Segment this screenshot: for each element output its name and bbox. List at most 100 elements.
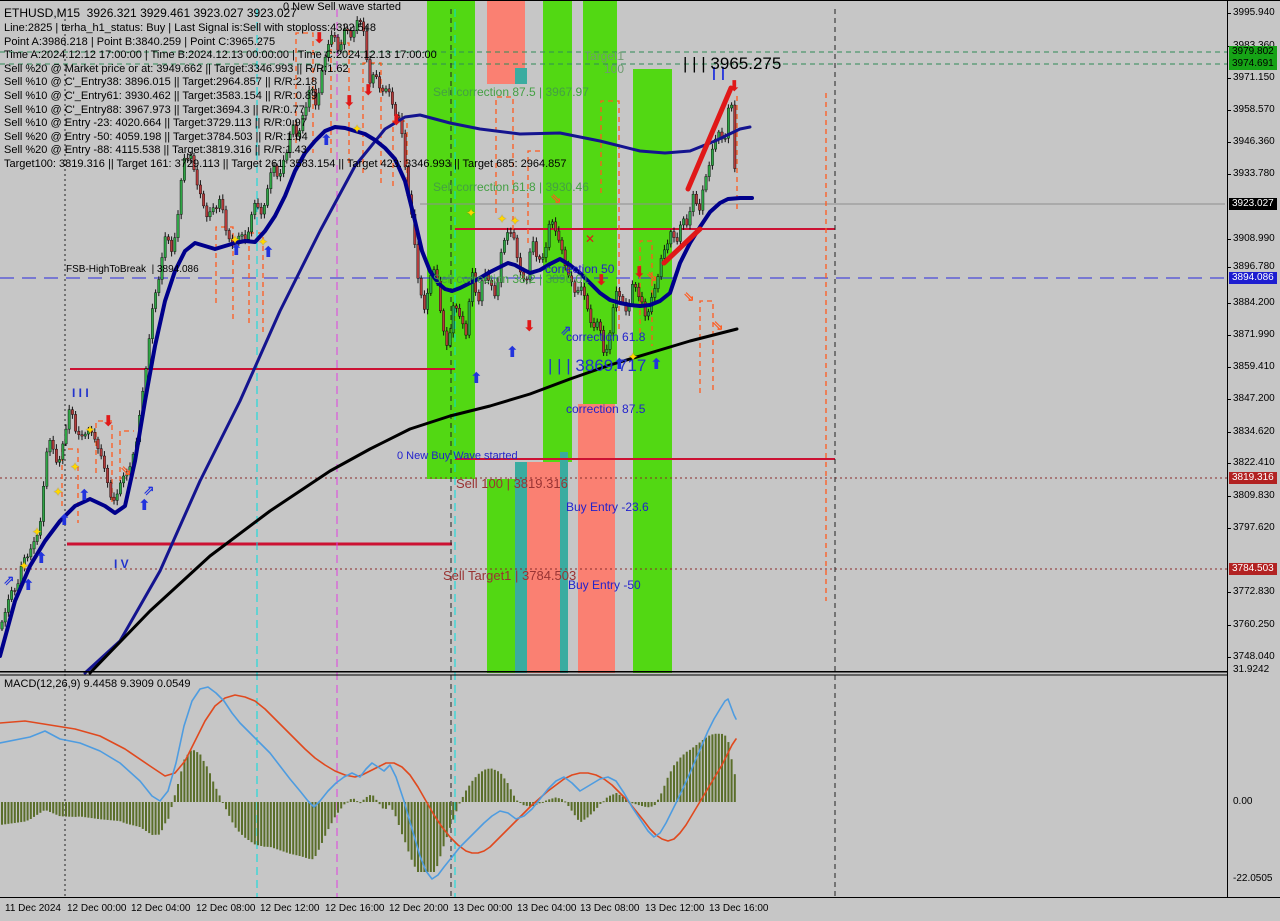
trend-arrow-line — [661, 226, 703, 266]
sell-signal-arrow-icon: ⬇ — [633, 264, 646, 281]
macd-histogram-bar — [244, 802, 247, 838]
candle-body — [416, 244, 420, 279]
macd-histogram-bar — [468, 785, 471, 802]
candle-body — [695, 193, 698, 204]
macd-histogram-bar — [285, 802, 288, 853]
candle-body — [672, 231, 676, 238]
macd-histogram-bar — [586, 802, 589, 818]
price-tick-label: 3884.200 — [1233, 297, 1275, 308]
macd-histogram-bar — [714, 733, 717, 802]
macd-histogram-bar — [13, 802, 16, 823]
candle-body — [352, 30, 356, 38]
tick-mark — [1227, 528, 1231, 529]
macd-histogram-bar — [26, 802, 29, 821]
macd-histogram-bar — [724, 735, 727, 802]
macd-histogram-bar — [42, 802, 45, 811]
macd-histogram-bar — [599, 802, 602, 804]
macd-histogram-bar — [359, 802, 362, 804]
sell-signal-arrow-icon: ⬇ — [595, 272, 608, 289]
candle-body — [525, 278, 529, 281]
candle-body — [599, 321, 602, 331]
macd-histogram-bar — [122, 802, 125, 823]
candle-body — [327, 44, 330, 58]
macd-histogram-bar — [356, 801, 359, 803]
annotation-new-sell-wave: 0 New Sell wave started — [283, 1, 401, 13]
macd-histogram-bar — [423, 802, 426, 872]
candle-body — [560, 239, 564, 251]
candle-body — [666, 243, 670, 251]
macd-signal-line — [0, 694, 737, 854]
star-signal-icon: ✦ — [510, 214, 521, 228]
hollow-down-arrow-icon: ⇘ — [646, 268, 658, 284]
hollow-up-arrow-icon: ⇗ — [560, 322, 572, 338]
annotation-wave-price-blue: | | | 3869.717 — [548, 356, 647, 375]
candle-body — [439, 281, 442, 312]
candle-body — [557, 230, 561, 241]
candle-body — [330, 34, 333, 45]
star-signal-icon: ✦ — [53, 485, 64, 499]
star-signal-icon: ✦ — [85, 423, 96, 437]
info-line: Line:2825 | terha_h1_status: Buy | Last … — [4, 22, 377, 34]
candle-body — [298, 130, 301, 137]
macd-histogram-bar — [33, 802, 35, 817]
candle-body — [391, 91, 394, 105]
candle-body — [480, 280, 484, 302]
macd-histogram-bar — [77, 802, 80, 817]
sell-signal-arrow-icon: ⬇ — [390, 112, 403, 129]
macd-histogram-bar — [289, 802, 291, 854]
tick-mark — [1227, 592, 1231, 593]
macd-histogram-bar — [682, 754, 685, 802]
macd-histogram-bar — [333, 802, 336, 818]
candle-body — [576, 290, 580, 293]
info-line: Point A:3986.218 | Point B:3840.259 | Po… — [4, 35, 276, 48]
candle-body — [605, 349, 609, 353]
candle-body — [397, 115, 401, 119]
macd-histogram-bar — [145, 802, 147, 832]
price-tick-label: 3933.780 — [1233, 168, 1275, 179]
annotation-roman-iv: I V — [114, 557, 129, 571]
stop-envelope-dashed — [699, 300, 714, 393]
macd-histogram-bar — [186, 754, 189, 802]
price-badge: 3923.027 — [1229, 198, 1277, 210]
macd-histogram-bar — [433, 802, 435, 872]
macd-histogram-bar — [407, 802, 410, 852]
macd-histogram-bar — [426, 802, 429, 872]
macd-histogram-bar — [132, 802, 135, 826]
candle-body — [86, 430, 90, 435]
info-line: Sell %10 @ C'_Entry61: 3930.462 || Targe… — [4, 90, 318, 102]
candle-body — [362, 21, 365, 32]
macd-indicator-label: MACD(12,26,9) 9.4458 9.3909 0.0549 — [4, 678, 191, 690]
candle-body — [93, 432, 97, 440]
candle-body — [458, 308, 461, 317]
annotation-sell-corr-618: Sell correction 61.8 | 3930.46 — [433, 180, 589, 194]
annotation-sell-corr-382: Sell correction 38.2 | 3896.01 — [433, 272, 589, 286]
annotation-sell-target1: Sell Target1 | 3784.503 — [443, 568, 577, 583]
macd-histogram-bar — [61, 802, 64, 817]
info-line: Sell %20 @ Entry -88: 4115.538 || Target… — [4, 144, 307, 157]
macd-histogram-bar — [612, 794, 615, 802]
macd-histogram-bar — [298, 802, 301, 856]
macd-histogram-bar — [692, 747, 695, 802]
candle-body — [375, 74, 378, 77]
candle-body — [551, 221, 554, 225]
macd-histogram-bar — [429, 802, 432, 872]
candle-body — [384, 88, 388, 92]
macd-histogram-bar — [506, 783, 509, 802]
macd-histogram-bar — [154, 802, 157, 835]
macd-histogram-bar — [378, 802, 381, 805]
candle-body — [579, 286, 583, 291]
macd-histogram-bar — [445, 802, 448, 838]
stop-envelope-dashed — [248, 232, 264, 333]
candle-body — [477, 292, 481, 302]
candle-body — [279, 173, 282, 177]
buy-signal-arrow-icon: ⬆ — [138, 497, 151, 514]
wave-tick-icon: | — [712, 64, 716, 80]
macd-histogram-bar — [567, 802, 570, 807]
candle-body — [109, 482, 113, 498]
macd-histogram-bar — [477, 773, 480, 802]
hollow-up-arrow-icon: ⇗ — [143, 482, 155, 498]
candle-body — [45, 451, 49, 487]
macd-histogram-bar — [442, 802, 445, 847]
candle-body — [211, 207, 215, 213]
